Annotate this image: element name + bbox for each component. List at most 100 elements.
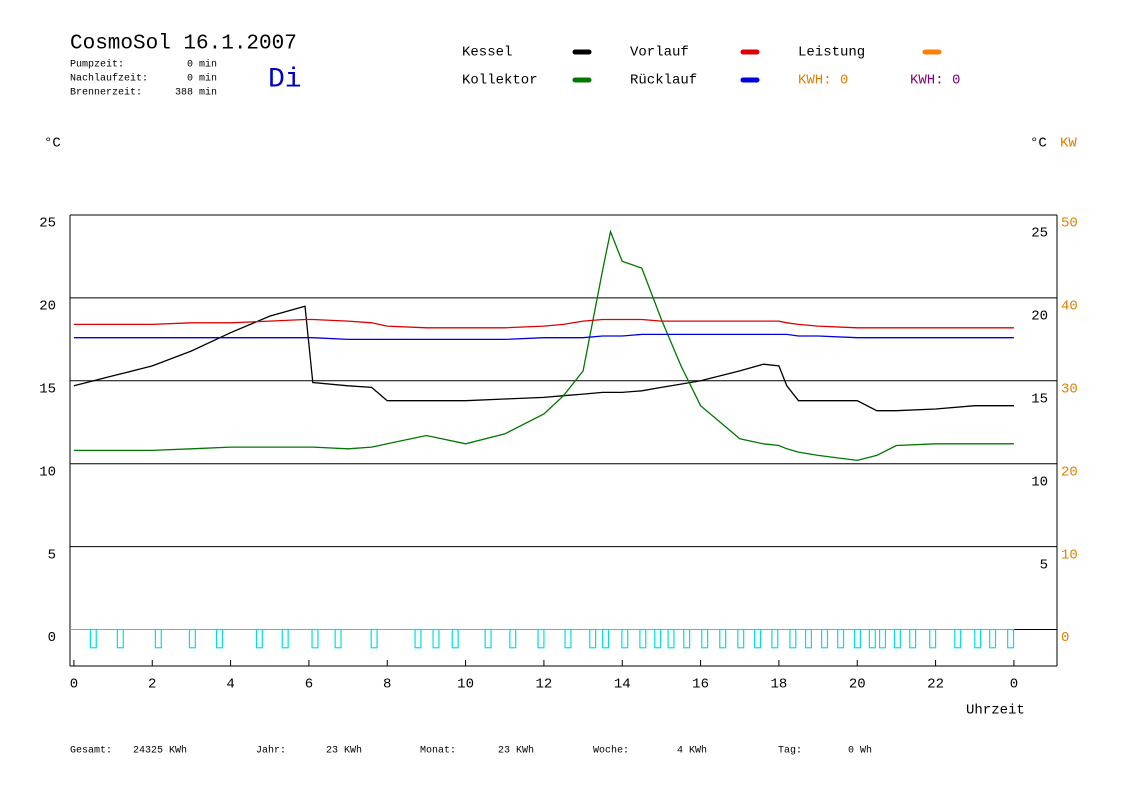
- pump-pulse: [989, 628, 997, 649]
- x-tick-label: 12: [536, 677, 553, 693]
- footer-label: Woche:: [593, 745, 629, 757]
- stat-label: Brennerzeit:: [70, 87, 142, 99]
- pump-pulse: [683, 628, 691, 649]
- y2-unit: KW: [1060, 136, 1077, 152]
- pump-pulse: [837, 628, 845, 649]
- pump-pulse: [804, 628, 813, 649]
- kwh-label: KWH: 0: [910, 73, 960, 89]
- pump-pulse: [719, 628, 727, 649]
- x-tick-label: 20: [849, 677, 866, 693]
- stat-value: 0 min: [187, 59, 217, 71]
- kwh-label: KWH: 0: [798, 73, 848, 89]
- y-axis-label: °C: [44, 136, 61, 152]
- x-tick-label: 16: [692, 677, 709, 693]
- pump-pulse: [639, 628, 647, 649]
- y2-tick-label: 50: [1061, 216, 1078, 232]
- footer-label: Jahr:: [256, 745, 286, 757]
- pump-pulse: [868, 628, 876, 649]
- y2-tick-label: 0: [1061, 630, 1069, 646]
- pump-pulse: [89, 628, 97, 649]
- pump-pulse: [954, 628, 962, 649]
- y2-axis-label: °C: [1030, 136, 1047, 152]
- pump-pulse: [929, 628, 937, 649]
- pump-pulse: [878, 628, 887, 649]
- pump-pulse: [432, 628, 440, 649]
- pump-pulse: [667, 628, 675, 649]
- footer-value: 4 KWh: [677, 745, 707, 757]
- pump-pulse: [509, 628, 517, 649]
- stat-value: 0 min: [187, 73, 217, 85]
- y-tick-label: 20: [39, 299, 56, 315]
- footer-value: 23 KWh: [326, 745, 362, 757]
- x-tick-label: 0: [1010, 677, 1018, 693]
- y-tick-label: 25: [39, 216, 56, 232]
- footer-label: Tag:: [778, 746, 802, 757]
- x-tick-label: 14: [614, 677, 631, 693]
- stat-value: 388 min: [175, 87, 217, 99]
- pump-pulse: [484, 628, 492, 649]
- pump-pulse: [1007, 628, 1015, 649]
- legend-label: Kessel: [462, 45, 512, 61]
- series-line: [73, 333, 1014, 341]
- y2-tick-label: 20: [1061, 464, 1078, 480]
- x-tick-label: 22: [927, 677, 944, 693]
- footer-label: Gesamt:: [70, 746, 112, 757]
- pump-pulse: [654, 628, 662, 649]
- y-tick-label-right: 15: [1031, 392, 1048, 408]
- pump-pulse: [821, 628, 829, 649]
- x-tick-label: 4: [226, 677, 234, 693]
- pump-pulse: [589, 628, 597, 649]
- pump-pulse: [909, 628, 917, 649]
- y2-tick-label: 10: [1061, 547, 1078, 563]
- legend-label: Kollektor: [462, 73, 538, 89]
- y-tick-label: 0: [48, 630, 56, 646]
- pump-pulse: [311, 628, 319, 649]
- pump-pulse: [893, 628, 901, 649]
- footer-value: 23 KWh: [498, 745, 534, 757]
- pump-pulse: [754, 628, 762, 649]
- y-tick-label-right: 25: [1031, 226, 1048, 242]
- pump-pulse: [537, 628, 545, 649]
- legend-label: Leistung: [798, 45, 865, 61]
- y2-tick-label: 40: [1061, 299, 1078, 315]
- footer-value: 0 Wh: [848, 745, 872, 757]
- series-line: [73, 318, 1014, 329]
- pump-pulse: [974, 628, 982, 649]
- x-tick-label: 8: [383, 677, 391, 693]
- pump-pulse: [215, 628, 223, 649]
- pump-pulse: [154, 628, 162, 649]
- pump-pulse: [789, 628, 797, 649]
- x-tick-label: 0: [70, 677, 78, 693]
- pump-pulse: [602, 628, 610, 649]
- pump-pulse: [281, 628, 289, 649]
- y-tick-label-right: 10: [1031, 474, 1048, 490]
- pump-pulse: [701, 628, 709, 649]
- chart-title: CosmoSol 16.1.2007: [70, 33, 297, 56]
- footer-label: Monat:: [420, 746, 456, 757]
- legend-label: Rücklauf: [630, 73, 697, 89]
- pump-pulse: [370, 628, 378, 649]
- x-tick-label: 10: [457, 677, 474, 693]
- pump-pulse: [334, 628, 342, 649]
- pump-pulse: [853, 628, 861, 649]
- x-tick-label: 18: [771, 677, 788, 693]
- x-tick-label: 6: [305, 677, 313, 693]
- stat-label: Nachlaufzeit:: [70, 73, 148, 85]
- weekday: Di: [268, 64, 302, 95]
- y-tick-label: 10: [39, 464, 56, 480]
- y-tick-label: 5: [48, 547, 56, 563]
- pump-pulse: [564, 628, 572, 649]
- series-line: [73, 229, 1014, 462]
- y-tick-label: 15: [39, 382, 56, 398]
- pump-pulse: [188, 628, 196, 649]
- pump-pulse: [621, 628, 629, 649]
- pump-pulse: [414, 628, 422, 649]
- series-line: [73, 305, 1014, 412]
- y2-tick-label: 30: [1061, 382, 1078, 398]
- pump-pulse: [255, 628, 263, 649]
- pump-pulse: [116, 628, 124, 649]
- pump-pulse: [737, 628, 745, 649]
